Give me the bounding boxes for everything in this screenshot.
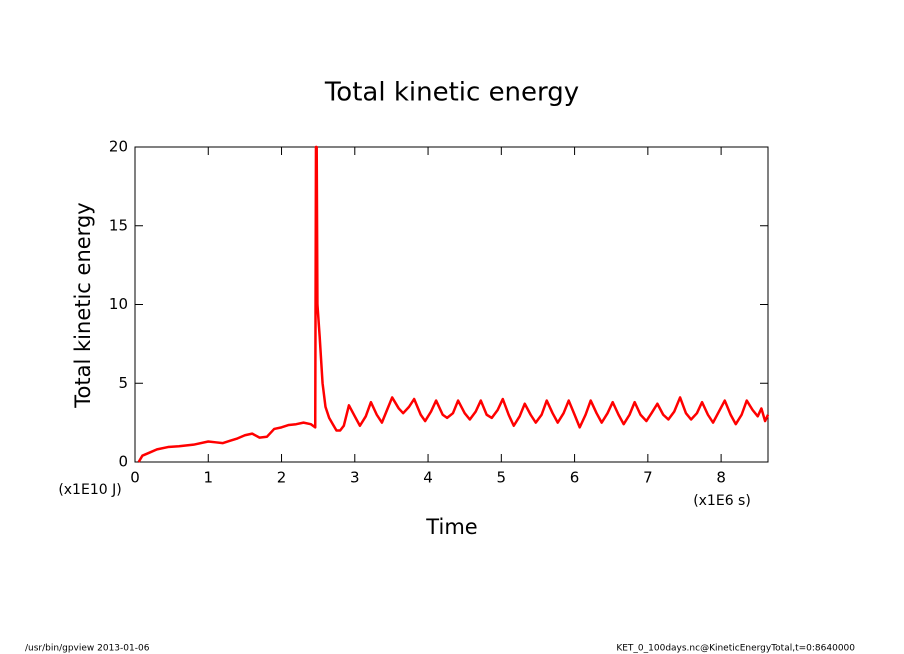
y-tick-label: 20	[109, 138, 128, 156]
x-tick-label: 3	[350, 469, 360, 487]
x-tick-label: 4	[423, 469, 433, 487]
y-tick-label: 0	[118, 453, 128, 471]
footer-right: KET_0_100days.nc@KineticEnergyTotal,t=0:…	[616, 644, 855, 654]
x-tick-label: 6	[570, 469, 580, 487]
y-tick-label: 15	[109, 216, 128, 234]
y-tick-label: 10	[109, 295, 128, 313]
data-line	[137, 145, 770, 463]
x-tick-label: 5	[497, 469, 507, 487]
chart-title: Total kinetic energy	[324, 78, 579, 108]
x-unit: (x1E6 s)	[693, 493, 751, 509]
y-axis-label: Total kinetic energy	[71, 202, 95, 408]
y-unit: (x1E10 J)	[58, 482, 121, 498]
x-tick-label: 1	[203, 469, 213, 487]
y-tick-label: 5	[118, 374, 128, 392]
x-tick-label: 2	[277, 469, 287, 487]
x-tick-label: 7	[643, 469, 653, 487]
x-axis-label: Time	[425, 515, 477, 539]
footer-left: /usr/bin/gpview 2013-01-06	[25, 644, 150, 654]
x-tick-label: 0	[130, 469, 140, 487]
x-tick-label: 8	[716, 469, 726, 487]
